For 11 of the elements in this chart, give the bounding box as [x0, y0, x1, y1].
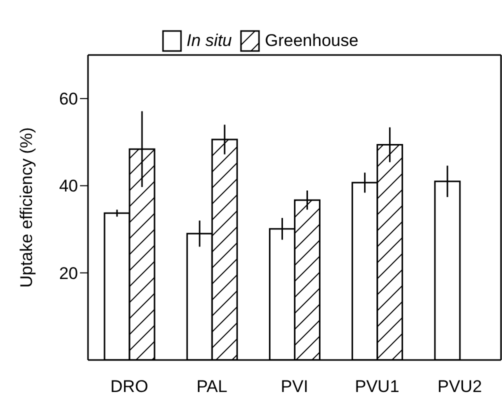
x-tick-label: PVU2 — [437, 377, 482, 396]
y-tick-label: 20 — [59, 264, 78, 283]
legend-label: In situ — [186, 31, 232, 51]
y-tick-label: 40 — [59, 176, 78, 196]
legend-label: Greenhouse — [264, 31, 358, 51]
x-tick-label: PVU1 — [354, 377, 400, 396]
y-tick-label: 60 — [59, 90, 78, 109]
y-axis-title: Uptake efficiency (%) — [17, 127, 36, 288]
x-tick-label: DRO — [110, 377, 148, 396]
x-tick-label: PAL — [196, 377, 228, 396]
x-tick-label: PVI — [280, 377, 308, 396]
